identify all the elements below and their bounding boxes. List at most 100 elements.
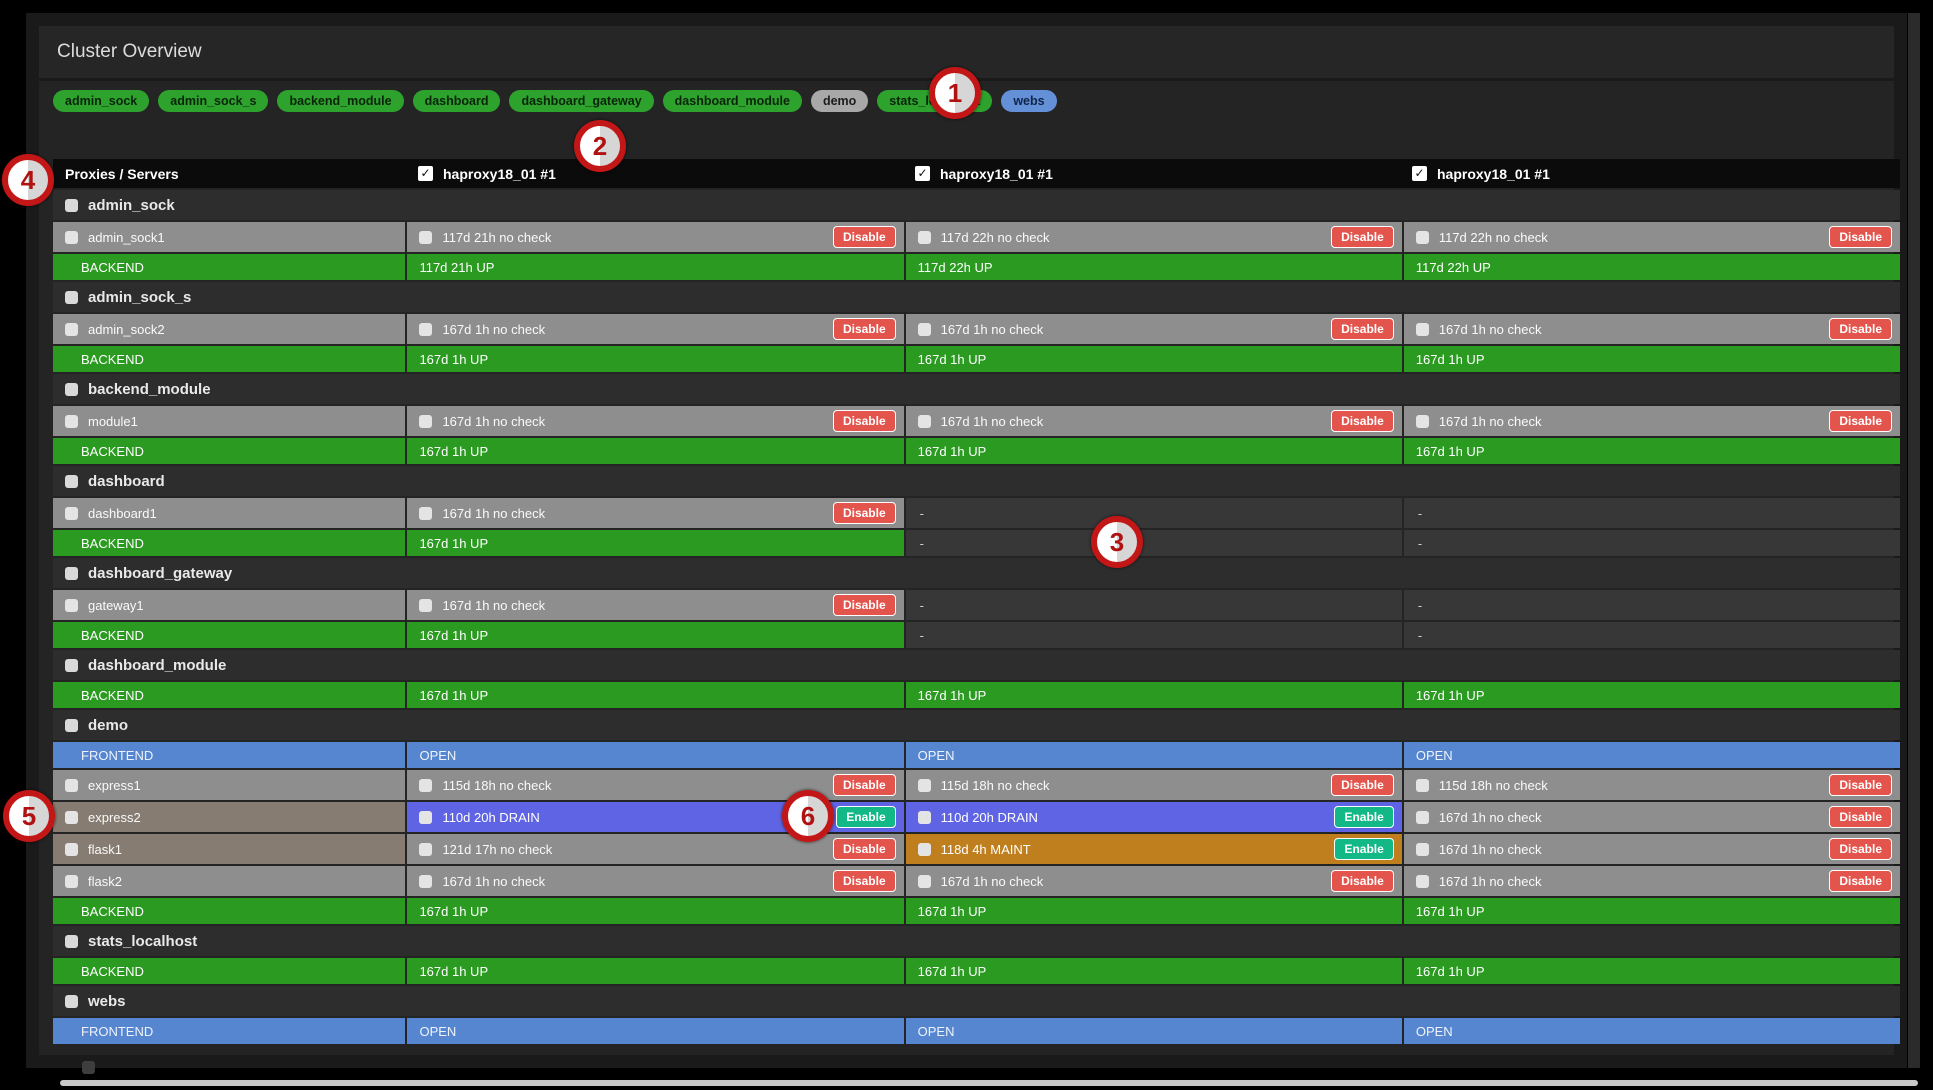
server-checkbox[interactable]: [1415, 322, 1429, 336]
section-checkbox[interactable]: [65, 994, 78, 1008]
server-checkbox[interactable]: [917, 230, 931, 244]
server-name: gateway1: [88, 597, 144, 613]
server-checkbox[interactable]: [1415, 874, 1429, 888]
server-checkbox[interactable]: [419, 506, 433, 520]
enable-button[interactable]: Enable: [836, 806, 896, 828]
status-text: 167d 1h UP: [419, 627, 489, 643]
server-checkbox[interactable]: [419, 598, 433, 612]
section-checkbox[interactable]: [65, 718, 78, 732]
disable-button[interactable]: Disable: [832, 870, 896, 892]
server-checkbox[interactable]: [65, 778, 78, 792]
disable-button[interactable]: Disable: [1829, 410, 1892, 432]
section-checkbox[interactable]: [65, 934, 78, 948]
disable-button[interactable]: Disable: [1331, 226, 1394, 248]
disable-button[interactable]: Disable: [1829, 318, 1892, 340]
section-checkbox[interactable]: [65, 658, 78, 672]
server-checkbox[interactable]: [1415, 810, 1429, 824]
server-checkbox[interactable]: [419, 322, 433, 336]
disable-button[interactable]: Disable: [1829, 870, 1892, 892]
node-checkbox[interactable]: ✓: [1412, 166, 1427, 181]
server-checkbox[interactable]: [419, 414, 433, 428]
disable-button[interactable]: Disable: [1331, 774, 1394, 796]
server-checkbox[interactable]: [917, 810, 931, 824]
server-checkbox[interactable]: [419, 810, 433, 824]
disable-button[interactable]: Disable: [832, 226, 896, 248]
server-checkbox[interactable]: [419, 230, 433, 244]
disable-button[interactable]: Disable: [1331, 410, 1394, 432]
proxy-pill-admin_sock[interactable]: admin_sock: [53, 90, 150, 112]
server-checkbox[interactable]: [65, 414, 78, 428]
status-row: FRONTEND OPEN OPEN OPEN: [53, 1018, 1901, 1044]
server-checkbox[interactable]: [65, 322, 78, 336]
status-cell: 167d 1h UP: [407, 346, 904, 372]
status-cell: 167d 1h UP: [1403, 682, 1901, 708]
proxy-pill-demo[interactable]: demo: [810, 90, 869, 112]
server-checkbox[interactable]: [917, 778, 931, 792]
section-header-webs: webs: [53, 986, 1900, 1016]
disable-button[interactable]: Disable: [1829, 226, 1892, 248]
disable-button[interactable]: Disable: [1829, 838, 1892, 860]
section-checkbox[interactable]: [65, 290, 78, 304]
server-name-cell: admin_sock2: [53, 314, 406, 344]
server-checkbox[interactable]: [1415, 414, 1429, 428]
server-checkbox[interactable]: [65, 842, 78, 856]
proxy-pill-admin_sock_s[interactable]: admin_sock_s: [158, 90, 269, 112]
proxy-pill-dashboard_module[interactable]: dashboard_module: [662, 90, 802, 112]
disable-button[interactable]: Disable: [832, 318, 896, 340]
status-cell: 167d 1h no check Disable: [1403, 314, 1900, 344]
section-checkbox[interactable]: [65, 198, 78, 212]
enable-button[interactable]: Enable: [1334, 838, 1394, 860]
server-checkbox[interactable]: [1415, 842, 1429, 856]
server-row-flask2: flask2 167d 1h no check Disable 167d 1h no …: [53, 866, 1900, 896]
status-cell: 117d 21h UP: [407, 254, 904, 280]
status-cell: 167d 1h no check Disable: [407, 866, 904, 896]
status-text: 167d 1h no check: [442, 873, 546, 889]
enable-button[interactable]: Enable: [1334, 806, 1394, 828]
disable-button[interactable]: Disable: [1331, 318, 1394, 340]
proxy-pill-dashboard[interactable]: dashboard: [412, 90, 501, 112]
status-cell: 167d 1h UP: [407, 438, 904, 464]
status-cell: 117d 22h UP: [1403, 254, 1901, 280]
server-checkbox[interactable]: [419, 842, 433, 856]
node-checkbox[interactable]: ✓: [418, 166, 433, 181]
server-checkbox[interactable]: [65, 598, 78, 612]
disable-button[interactable]: Disable: [1829, 774, 1892, 796]
annotation-4: 4: [2, 154, 54, 206]
horizontal-scrollbar[interactable]: [60, 1080, 1918, 1086]
status-label-cell: FRONTEND: [53, 742, 406, 768]
proxy-pill-webs[interactable]: webs: [1001, 90, 1057, 112]
status-row: BACKEND 167d 1h UP - -: [53, 622, 1900, 648]
disable-button[interactable]: Disable: [832, 838, 896, 860]
status-cell: 167d 1h UP: [1403, 346, 1901, 372]
server-name: flask1: [88, 841, 122, 857]
server-checkbox[interactable]: [917, 842, 931, 856]
disable-button[interactable]: Disable: [1331, 870, 1394, 892]
node-checkbox[interactable]: ✓: [915, 166, 930, 181]
server-checkbox[interactable]: [917, 414, 931, 428]
disable-button[interactable]: Disable: [1829, 806, 1892, 828]
disable-button[interactable]: Disable: [832, 774, 896, 796]
server-checkbox[interactable]: [65, 230, 78, 244]
server-checkbox[interactable]: [917, 874, 931, 888]
server-checkbox[interactable]: [419, 874, 433, 888]
footer-checkbox[interactable]: [82, 1061, 95, 1074]
empty-cell: -: [1403, 498, 1900, 528]
disable-button[interactable]: Disable: [832, 502, 896, 524]
server-checkbox[interactable]: [65, 874, 78, 888]
vertical-scrollbar[interactable]: [1908, 13, 1920, 1068]
section-checkbox[interactable]: [65, 474, 78, 488]
proxy-pill-dashboard_gateway[interactable]: dashboard_gateway: [509, 90, 654, 112]
server-checkbox[interactable]: [1415, 778, 1429, 792]
disable-button[interactable]: Disable: [832, 594, 896, 616]
section-checkbox[interactable]: [65, 382, 78, 396]
proxy-pill-backend_module[interactable]: backend_module: [277, 90, 404, 112]
server-checkbox[interactable]: [65, 810, 78, 824]
server-checkbox[interactable]: [1415, 230, 1429, 244]
section-checkbox[interactable]: [65, 566, 78, 580]
status-text: OPEN: [1415, 1023, 1453, 1039]
server-checkbox[interactable]: [65, 506, 78, 520]
status-label-cell: BACKEND: [53, 530, 406, 556]
server-checkbox[interactable]: [419, 778, 433, 792]
disable-button[interactable]: Disable: [832, 410, 896, 432]
server-checkbox[interactable]: [917, 322, 931, 336]
